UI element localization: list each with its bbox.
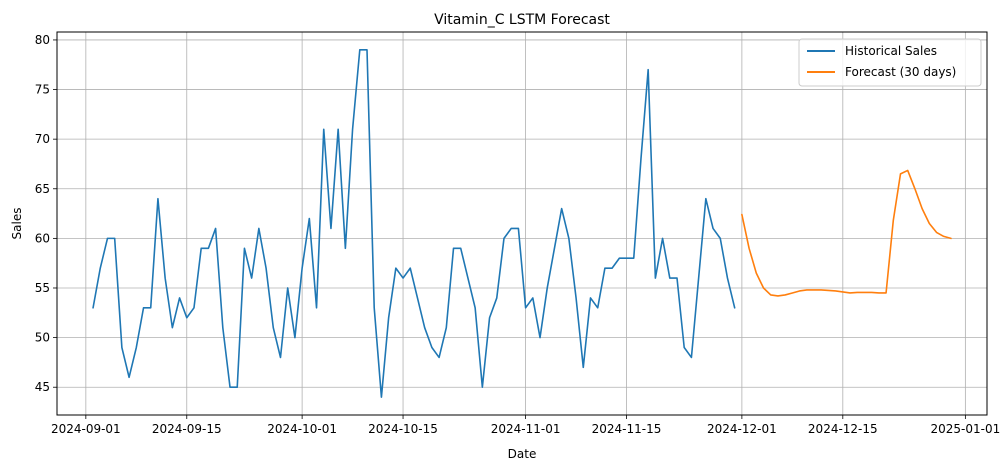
x-axis-label: Date xyxy=(508,447,537,461)
y-tick-label: 75 xyxy=(35,83,50,97)
historical-sales-line xyxy=(92,49,736,398)
y-tick-label: 65 xyxy=(35,182,50,196)
grid xyxy=(57,32,987,415)
legend-box xyxy=(798,38,982,87)
x-tick-label: 2024-10-01 xyxy=(267,422,337,436)
y-axis-label: Sales xyxy=(10,208,24,240)
x-tick-label: 2024-09-01 xyxy=(51,422,121,436)
legend-label-forecast: Forecast (30 days) xyxy=(845,65,956,79)
legend: Historical Sales Forecast (30 days) xyxy=(798,38,982,87)
y-tick-label: 60 xyxy=(35,231,50,245)
forecast-line xyxy=(741,169,952,297)
x-tick-label: 2024-09-15 xyxy=(152,422,222,436)
legend-label-historical: Historical Sales xyxy=(845,44,937,58)
y-tick-label: 55 xyxy=(35,281,50,295)
x-tick-label: 2024-12-01 xyxy=(707,422,777,436)
series-lines xyxy=(92,49,952,398)
plot-frame xyxy=(56,31,988,416)
y-tick-label: 50 xyxy=(35,331,50,345)
y-axis-ticks: 45 50 55 60 65 70 75 80 xyxy=(35,33,57,394)
y-tick-label: 80 xyxy=(35,33,50,47)
x-tick-label: 2024-10-15 xyxy=(368,422,438,436)
chart-title: Vitamin_C LSTM Forecast xyxy=(434,12,610,28)
x-tick-label: 2024-11-01 xyxy=(491,422,561,436)
x-tick-label: 2025-01-01 xyxy=(930,422,1000,436)
x-tick-label: 2024-11-15 xyxy=(592,422,662,436)
x-axis-ticks: 2024-09-01 2024-09-15 2024-10-01 2024-10-15… xyxy=(51,415,1000,436)
y-tick-label: 45 xyxy=(35,380,50,394)
x-tick-label: 2024-12-15 xyxy=(808,422,878,436)
y-tick-label: 70 xyxy=(35,132,50,146)
